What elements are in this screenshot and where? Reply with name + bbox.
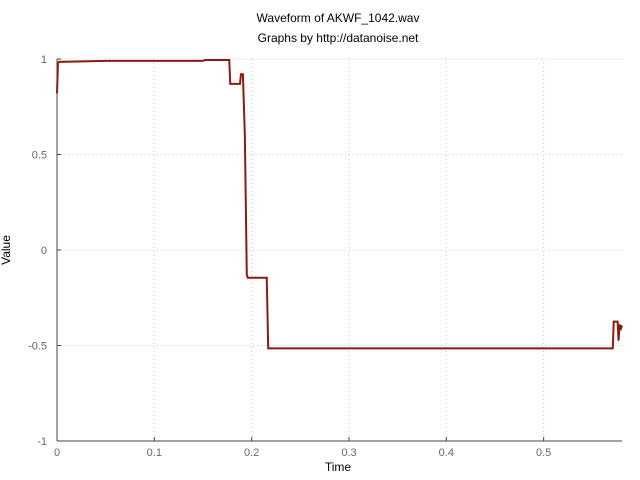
tick-labels: 0 0.1 0.2 0.3 0.4 0.5 1 0.5 0 -0.5 -1 xyxy=(28,54,551,459)
x-axis-label: Time xyxy=(325,460,352,474)
grid-lines xyxy=(57,58,622,441)
x-tick-label: 0.2 xyxy=(244,447,259,459)
x-tick-label: 0.1 xyxy=(147,447,162,459)
y-tick-label: -1 xyxy=(37,436,47,448)
x-tick-label: 0.3 xyxy=(341,447,356,459)
y-tick-label: 1 xyxy=(41,54,47,66)
y-axis-label: Value xyxy=(0,235,13,265)
axes xyxy=(56,58,622,442)
x-tick-label: 0 xyxy=(54,447,60,459)
y-tick-label: -0.5 xyxy=(28,341,47,353)
x-tick-label: 0.4 xyxy=(439,447,454,459)
series-layer xyxy=(56,58,623,350)
chart-title: Waveform of AKWF_1042.wav xyxy=(257,11,420,25)
chart-subtitle: Graphs by http://datanoise.net xyxy=(258,31,419,45)
y-tick-label: 0 xyxy=(41,245,47,257)
waveform-series-line xyxy=(56,58,623,350)
y-tick-label: 0.5 xyxy=(32,150,47,162)
x-tick-label: 0.5 xyxy=(536,447,551,459)
